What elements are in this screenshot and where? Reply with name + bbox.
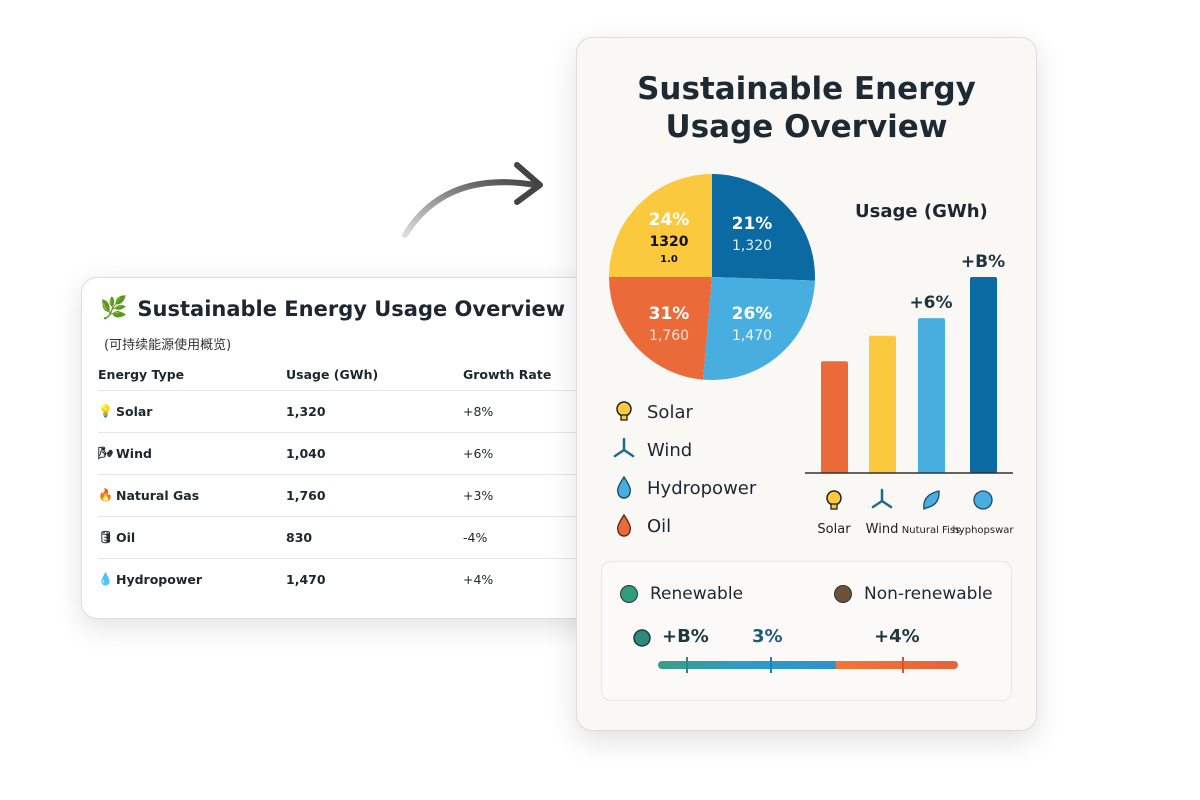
pie-slice	[703, 277, 815, 380]
usage-cell: 1,320	[286, 404, 326, 419]
droplet-icon: 💧	[98, 572, 113, 586]
bar-category-label: Nutural Fiss	[902, 525, 961, 536]
legend-label: Wind	[647, 439, 693, 461]
bar-chart: Solar Wind +6% Nutural Fiss +B% hyphopswar	[805, 252, 1014, 537]
renewable-drop-icon	[633, 629, 651, 647]
legend-item: Oil	[613, 514, 671, 538]
growth-label-mid: 3%	[752, 626, 783, 647]
title-line-2: Usage Overview	[665, 109, 948, 145]
table-row: 💡 Solar 1,320 +8%	[98, 390, 602, 432]
growth-label-renewable: +B%	[662, 626, 709, 647]
pie-slice	[609, 174, 712, 277]
energy-type-cell: Oil	[116, 530, 136, 545]
legend-label: Hydropower	[647, 477, 757, 499]
pie-percent-label: 26%	[731, 304, 773, 324]
wind-icon: 🌬	[98, 446, 114, 460]
lightbulb-icon	[826, 490, 842, 510]
dashboard-card: Sustainable Energy Usage Overview 24% 13…	[576, 37, 1037, 731]
pie-value-label: 1320	[649, 234, 689, 250]
energy-table-card: 🌿 Sustainable Energy Usage Overview (可持续…	[81, 277, 602, 619]
droplet-icon	[616, 476, 632, 499]
leaf-icon	[923, 490, 940, 510]
legend-item: Wind	[613, 438, 692, 462]
legend-item: Solar	[613, 400, 693, 424]
usage-cell: 1,760	[286, 488, 326, 503]
bar-annotation: +6%	[909, 293, 952, 313]
pie-slice	[609, 277, 712, 380]
pie-value-label: 1,760	[648, 328, 690, 344]
energy-type-cell: Hydropower	[116, 572, 203, 587]
oil-barrel-icon: 🛢	[98, 530, 114, 544]
legend-item: Hydropower	[613, 476, 756, 500]
growth-cell: -4%	[463, 530, 488, 545]
legend-label: Oil	[647, 515, 672, 537]
pie-value-label: 1,320	[731, 238, 773, 254]
category-legend-item: Non-renewable	[834, 584, 993, 604]
bar-category-label: Wind	[866, 522, 899, 537]
table-row: 🌬 Wind 1,040 +6%	[98, 432, 602, 474]
category-legend-label: Renewable	[650, 584, 744, 604]
bar	[869, 335, 896, 473]
wind-turbine-icon	[871, 488, 893, 509]
legend-label: Solar	[647, 401, 693, 423]
growth-label-nonrenewable: +4%	[874, 626, 920, 647]
growth-cell: +6%	[463, 446, 494, 461]
circle-icon	[620, 585, 638, 603]
table-row: 🛢 Oil 830 -4%	[98, 516, 602, 558]
pie-extra-label: 1.0	[660, 254, 678, 265]
pie-percent-label: 21%	[731, 214, 773, 234]
header-energy-type: Energy Type	[98, 367, 185, 382]
bar	[821, 361, 848, 473]
usage-cell: 1,470	[286, 572, 326, 587]
bar-annotation: +B%	[961, 252, 1005, 272]
curved-arrow-icon	[402, 162, 543, 238]
circle-icon	[973, 490, 993, 510]
bar-chart-title: Usage (GWh)	[855, 201, 988, 222]
table-title: 🌿 Sustainable Energy Usage Overview	[100, 296, 565, 321]
energy-type-cell: Solar	[116, 404, 153, 419]
growth-cell: +4%	[463, 572, 494, 587]
lightbulb-icon: 💡	[98, 404, 113, 418]
usage-cell: 1,040	[286, 446, 326, 461]
bar-category-label: hyphopswar	[952, 525, 1014, 536]
flame-icon: 🔥	[98, 488, 113, 502]
table-title-text: Sustainable Energy Usage Overview	[137, 296, 566, 321]
dashboard-title: Sustainable Energy Usage Overview	[577, 70, 1036, 146]
category-legend-label: Non-renewable	[864, 584, 993, 604]
circle-icon	[834, 585, 852, 603]
growth-cell: +3%	[463, 488, 494, 503]
bar	[918, 318, 945, 473]
wind-turbine-icon	[613, 438, 635, 458]
growth-scale-bar	[633, 629, 958, 673]
pie-chart	[609, 174, 815, 380]
growth-cell: +8%	[463, 404, 494, 419]
pie-percent-label: 24%	[648, 210, 690, 230]
pie-slice	[712, 174, 815, 281]
pie-value-label: 1,470	[731, 328, 773, 344]
title-line-1: Sustainable Energy	[637, 71, 976, 107]
leaf-icon: 🌿	[100, 296, 128, 321]
bar-category-label: Solar	[817, 522, 851, 537]
energy-type-cell: Wind	[116, 446, 152, 461]
energy-type-cell: Natural Gas	[116, 488, 200, 503]
header-growth: Growth Rate	[463, 367, 552, 382]
lightbulb-icon	[616, 401, 632, 421]
usage-cell: 830	[286, 530, 313, 545]
category-legend-item: Renewable	[620, 584, 743, 604]
pie-percent-label: 31%	[648, 304, 690, 324]
growth-panel: Renewable Non-renewable +B% 3% +4%	[601, 561, 1012, 701]
bar	[970, 277, 997, 473]
table-row: 💧 Hydropower 1,470 +4%	[98, 558, 602, 600]
table-subtitle: (可持续能源使用概览)	[104, 338, 232, 353]
header-usage: Usage (GWh)	[286, 367, 379, 382]
table-row: 🔥 Natural Gas 1,760 +3%	[98, 474, 602, 516]
oil-drop-icon	[616, 514, 632, 537]
